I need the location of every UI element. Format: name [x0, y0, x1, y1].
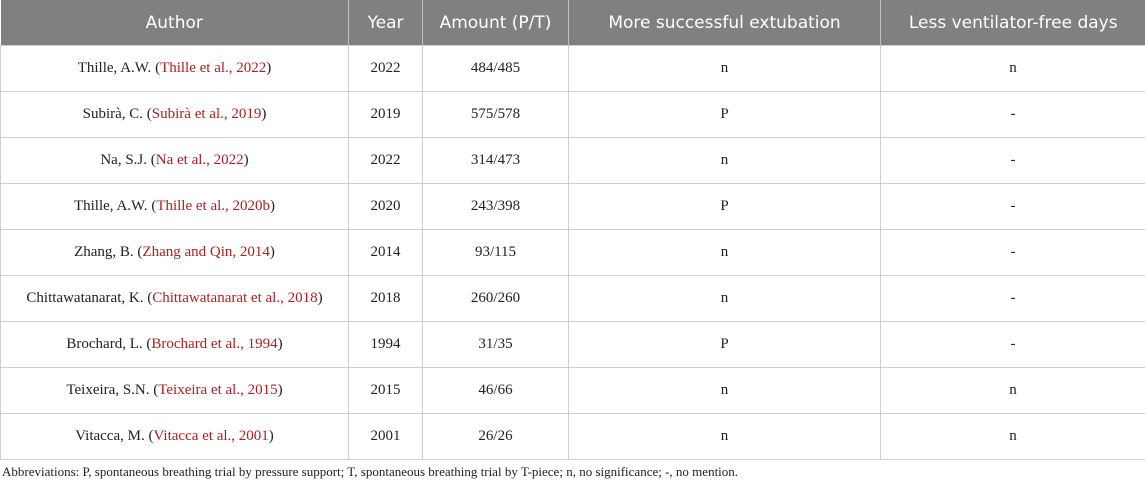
reference-link[interactable]: Vitacca et al., 2001	[153, 428, 269, 444]
header-more-successful-extubation: More successful extubation	[568, 0, 881, 46]
year-cell: 2022	[348, 137, 423, 184]
ventilator-free-days-cell: -	[880, 275, 1145, 322]
year-cell: 2018	[348, 275, 423, 322]
ventilator-free-days-cell: n	[880, 367, 1145, 414]
amount-cell: 575/578	[422, 91, 569, 138]
author-name: Brochard, L.	[66, 336, 143, 352]
author-cell: Na, S.J. (Na et al., 2022)	[0, 137, 349, 184]
ventilator-free-days-cell: -	[880, 321, 1145, 368]
table-row: Brochard, L. (Brochard et al., 1994) 199…	[0, 321, 1145, 368]
reference-link[interactable]: Na et al., 2022	[155, 152, 244, 168]
header-year: Year	[348, 0, 423, 46]
study-table: Author Year Amount (P/T) More successful…	[0, 0, 1145, 460]
year-cell: 2022	[348, 45, 423, 92]
extubation-cell: n	[568, 45, 881, 92]
extubation-cell: n	[568, 413, 881, 460]
header-author: Author	[0, 0, 349, 46]
author-name: Chittawatanarat, K.	[26, 290, 144, 306]
amount-cell: 243/398	[422, 183, 569, 230]
amount-cell: 484/485	[422, 45, 569, 92]
amount-cell: 46/66	[422, 367, 569, 414]
author-cell: Thille, A.W. (Thille et al., 2020b)	[0, 183, 349, 230]
extubation-cell: n	[568, 137, 881, 184]
extubation-cell: P	[568, 321, 881, 368]
year-cell: 2014	[348, 229, 423, 276]
reference-link[interactable]: Zhang and Qin, 2014	[142, 244, 270, 260]
reference-link[interactable]: Brochard et al., 1994	[151, 336, 278, 352]
ventilator-free-days-cell: -	[880, 137, 1145, 184]
author-cell: Zhang, B. (Zhang and Qin, 2014)	[0, 229, 349, 276]
table-row: Teixeira, S.N. (Teixeira et al., 2015) 2…	[0, 367, 1145, 414]
author-cell: Chittawatanarat, K. (Chittawatanarat et …	[0, 275, 349, 322]
header-row: Author Year Amount (P/T) More successful…	[0, 0, 1145, 46]
extubation-cell: n	[568, 275, 881, 322]
table-row: Thille, A.W. (Thille et al., 2022) 2022 …	[0, 45, 1145, 92]
reference-link[interactable]: Thille et al., 2022	[160, 60, 267, 76]
extubation-cell: P	[568, 91, 881, 138]
reference-link[interactable]: Teixeira et al., 2015	[158, 382, 278, 398]
year-cell: 1994	[348, 321, 423, 368]
year-cell: 2019	[348, 91, 423, 138]
author-cell: Teixeira, S.N. (Teixeira et al., 2015)	[0, 367, 349, 414]
ventilator-free-days-cell: n	[880, 45, 1145, 92]
reference-link[interactable]: Thille et al., 2020b	[156, 198, 271, 214]
amount-cell: 26/26	[422, 413, 569, 460]
year-cell: 2020	[348, 183, 423, 230]
table-row: Vitacca, M. (Vitacca et al., 2001) 2001 …	[0, 413, 1145, 460]
author-cell: Thille, A.W. (Thille et al., 2022)	[0, 45, 349, 92]
author-name: Zhang, B.	[74, 244, 134, 260]
extubation-cell: P	[568, 183, 881, 230]
header-amount: Amount (P/T)	[422, 0, 569, 46]
ventilator-free-days-cell: -	[880, 91, 1145, 138]
table-row: Chittawatanarat, K. (Chittawatanarat et …	[0, 275, 1145, 322]
ventilator-free-days-cell: -	[880, 183, 1145, 230]
table-footnote: Abbreviations: P, spontaneous breathing …	[2, 464, 739, 479]
amount-cell: 314/473	[422, 137, 569, 184]
amount-cell: 93/115	[422, 229, 569, 276]
author-cell: Brochard, L. (Brochard et al., 1994)	[0, 321, 349, 368]
author-cell: Vitacca, M. (Vitacca et al., 2001)	[0, 413, 349, 460]
year-cell: 2015	[348, 367, 423, 414]
author-name: Na, S.J.	[100, 152, 148, 168]
table-row: Thille, A.W. (Thille et al., 2020b) 2020…	[0, 183, 1145, 230]
amount-cell: 31/35	[422, 321, 569, 368]
author-cell: Subirà, C. (Subirà et al., 2019)	[0, 91, 349, 138]
table-row: Zhang, B. (Zhang and Qin, 2014) 2014 93/…	[0, 229, 1145, 276]
amount-cell: 260/260	[422, 275, 569, 322]
extubation-cell: n	[568, 367, 881, 414]
ventilator-free-days-cell: n	[880, 413, 1145, 460]
year-cell: 2001	[348, 413, 423, 460]
table-row: Na, S.J. (Na et al., 2022) 2022 314/473 …	[0, 137, 1145, 184]
reference-link[interactable]: Chittawatanarat et al., 2018	[152, 290, 318, 306]
header-less-ventilator-free-days: Less ventilator-free days	[880, 0, 1145, 46]
table-row: Subirà, C. (Subirà et al., 2019) 2019 57…	[0, 91, 1145, 138]
extubation-cell: n	[568, 229, 881, 276]
ventilator-free-days-cell: -	[880, 229, 1145, 276]
author-name: Vitacca, M.	[75, 428, 145, 444]
reference-link[interactable]: Subirà et al., 2019	[151, 106, 262, 122]
author-name: Thille, A.W.	[73, 198, 148, 214]
author-name: Teixeira, S.N.	[66, 382, 150, 398]
author-name: Subirà, C.	[82, 106, 144, 122]
author-name: Thille, A.W.	[77, 60, 152, 76]
